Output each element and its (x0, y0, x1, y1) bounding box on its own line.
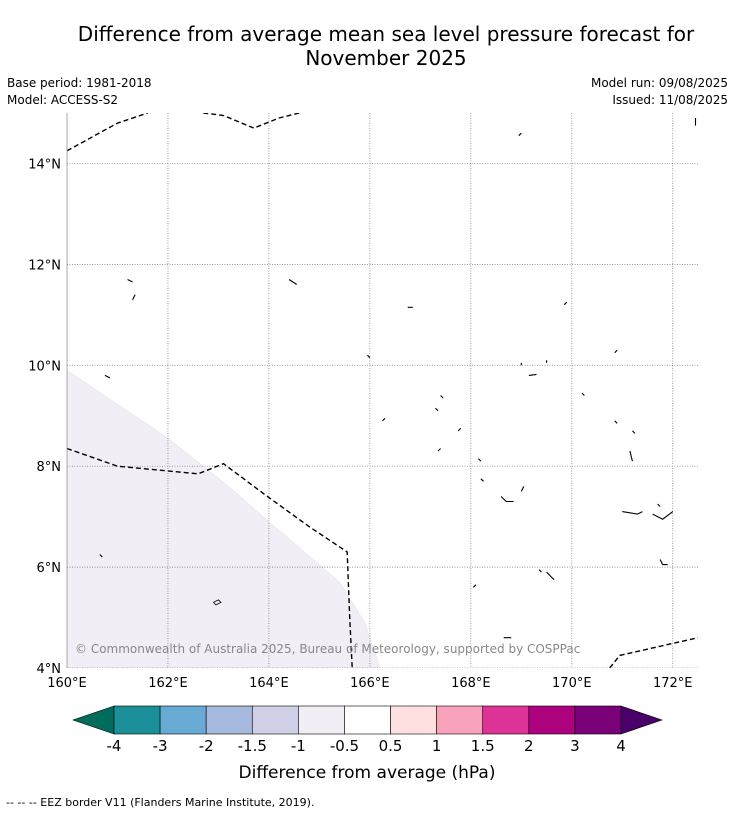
lat-tick-label: 8°N (37, 460, 62, 475)
colorbar-tick-label: -4 (107, 737, 122, 755)
island-27 (659, 559, 668, 566)
colorbar-extend-high (620, 705, 663, 735)
lat-tick-label: 6°N (37, 561, 62, 576)
colorbar: -4 -3 -2 -1.5 -1 -0.5 0.5 1 1.5 2 3 4 Difference fro… (72, 705, 663, 783)
island-25 (652, 511, 674, 520)
title-line-1: Difference from average mean sea level p… (77, 22, 695, 46)
lon-tick-label: 160°E (47, 676, 87, 691)
island-14 (457, 427, 462, 432)
lon-tick-label: 164°E (249, 676, 289, 691)
issued-date: Issued: 11/08/2025 (612, 93, 728, 107)
lon-tick-label: 162°E (148, 676, 188, 691)
island-12 (440, 395, 444, 399)
eez-footnote: -- -- -- EEZ border V11 (Flanders Marine… (6, 796, 315, 809)
map-layer: © Commonwealth of Australia 2025, Bureau… (28, 113, 698, 691)
island-6 (367, 354, 371, 359)
colorbar-segment-9 (528, 705, 576, 735)
island-1 (132, 294, 136, 300)
eez-border-1 (203, 113, 300, 129)
island-9 (528, 373, 537, 376)
colorbar-segment-4 (298, 705, 345, 735)
island-20 (478, 458, 482, 462)
island-22 (500, 496, 514, 503)
island-23 (520, 486, 525, 492)
lon-tick-label: 172°E (653, 676, 693, 691)
lon-tick-label: 166°E (350, 676, 390, 691)
colorbar-tick-label: -3 (153, 737, 168, 755)
island-32 (104, 374, 111, 379)
lon-tick-label: 170°E (552, 676, 592, 691)
island-16 (614, 420, 618, 424)
island-19 (437, 448, 441, 452)
colorbar-tick-label: 4 (616, 737, 626, 755)
island-5 (563, 301, 568, 306)
meta-left: Base period: 1981-2018 Model: ACCESS-S2 (7, 75, 152, 109)
atoll-outline (213, 599, 222, 606)
island-15 (382, 417, 386, 422)
island-26 (657, 503, 661, 507)
colorbar-tick-label: -1.5 (238, 737, 267, 755)
colorbar-segment-5 (344, 705, 391, 735)
island-17 (632, 430, 636, 434)
colorbar-segment-8 (482, 705, 530, 735)
colorbar-label: Difference from average (hPa) (239, 763, 496, 783)
lat-tick-label: 12°N (28, 258, 61, 273)
colorbar-tick-label: 1.5 (471, 737, 495, 755)
title-line-2: November 2025 (305, 46, 467, 70)
map-plot-area (67, 113, 698, 668)
colorbar-segment-2 (205, 705, 253, 735)
lat-tick-label: 10°N (28, 359, 61, 374)
island-29 (538, 569, 542, 573)
base-period: Base period: 1981-2018 (7, 76, 152, 90)
colorbar-segment-1 (159, 705, 207, 735)
colorbar-segment-3 (251, 705, 299, 735)
copyright-notice: © Commonwealth of Australia 2025, Bureau… (75, 642, 580, 656)
colorbar-tick-label: 2 (524, 737, 534, 755)
island-7 (614, 349, 618, 354)
island-30 (473, 584, 477, 588)
island-21 (480, 478, 484, 482)
model-name: Model: ACCESS-S2 (7, 93, 119, 107)
colorbar-tick-label: -0.5 (330, 737, 359, 755)
island-11 (581, 392, 585, 396)
anomaly-region (67, 369, 381, 668)
island-4 (518, 132, 522, 137)
island-0 (127, 279, 133, 283)
eez-border-0 (67, 113, 149, 152)
colorbar-segment-7 (436, 705, 484, 735)
colorbar-extend-low (72, 705, 115, 735)
island-28 (546, 571, 555, 581)
island-18 (629, 450, 633, 462)
eez-border-3 (609, 637, 698, 668)
colorbar-tick-label: 3 (570, 737, 580, 755)
chart-title: Difference from average mean sea level p… (0, 22, 736, 70)
colorbar-tick-label: 0.5 (379, 737, 403, 755)
lat-tick-label: 4°N (37, 662, 62, 677)
colorbar-segment-10 (574, 705, 622, 735)
model-run: Model run: 09/08/2025 (590, 76, 728, 90)
eez-border-2 (67, 447, 353, 668)
island-33 (99, 554, 103, 558)
island-13 (435, 407, 439, 412)
lon-tick-label: 168°E (451, 676, 491, 691)
colorbar-segment-6 (390, 705, 437, 735)
meta-right: Model run: 09/08/2025 Issued: 11/08/2025 (591, 75, 728, 109)
island-24 (622, 511, 643, 515)
colorbar-segment-0 (113, 705, 161, 735)
island-2 (288, 279, 298, 285)
colorbar-tick-label: -2 (199, 737, 214, 755)
colorbar-tick-label: 1 (432, 737, 442, 755)
colorbar-tick-label: -1 (291, 737, 306, 755)
lat-tick-label: 14°N (28, 157, 61, 172)
